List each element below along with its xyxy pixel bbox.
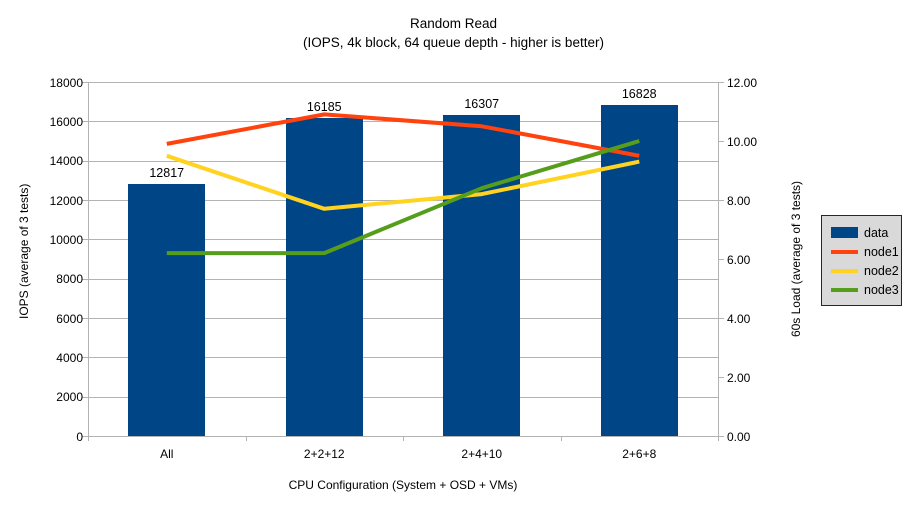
bar-value-label: 16828 [621, 87, 657, 102]
gridline-horizontal [88, 396, 718, 398]
gridline-horizontal [88, 239, 718, 241]
right-axis-tick-label: 10.00 [727, 134, 758, 149]
right-axis-tick-label: 4.00 [727, 311, 751, 326]
gridline-horizontal [88, 82, 718, 83]
x-axis-category-label: 2+4+10 [461, 447, 503, 461]
legend-label: node2 [864, 263, 899, 278]
left-axis-tick [82, 318, 88, 319]
bar-data [285, 117, 363, 436]
x-axis-category-label: 2+2+12 [303, 447, 345, 461]
right-axis-line [718, 82, 719, 436]
legend: data node1 node2 node3 [821, 215, 902, 306]
right-axis-tick-label: 6.00 [727, 252, 751, 267]
x-axis-tick [403, 436, 404, 441]
left-axis-tick [82, 436, 88, 437]
right-axis-tick [718, 141, 724, 142]
x-axis-category-label: 2+6+8 [622, 447, 657, 461]
x-axis-title: CPU Configuration (System + OSD + VMs) [288, 478, 518, 492]
right-axis-tick-label: 8.00 [727, 193, 751, 208]
legend-label: node3 [864, 282, 899, 297]
left-axis-tick [82, 121, 88, 123]
left-axis-tick-label: 2000 [56, 390, 83, 405]
chart-title: Random Read [409, 16, 498, 31]
legend-label: node1 [864, 244, 899, 259]
right-axis-tick [718, 200, 724, 201]
left-axis-tick-label: 6000 [56, 311, 83, 326]
node3-line [166, 139, 640, 256]
left-axis-tick-label: 4000 [56, 350, 83, 365]
right-axis-tick [718, 377, 724, 378]
left-axis-line [88, 82, 89, 436]
right-axis-tick-label: 12.00 [727, 75, 758, 90]
legend-item-node2: node2 [831, 261, 899, 280]
x-axis-tick [718, 436, 719, 441]
node2-line [166, 153, 640, 211]
gridline-horizontal [88, 160, 718, 162]
x-axis-category-label: All [160, 447, 174, 461]
left-axis-tick [82, 357, 88, 359]
gridline-horizontal [88, 357, 718, 359]
bar-data [443, 115, 521, 436]
legend-item-data: data [831, 223, 893, 242]
left-axis-tick [82, 160, 88, 162]
gridline-horizontal [88, 318, 718, 319]
right-axis-tick [718, 259, 724, 260]
bar-data [600, 105, 678, 436]
legend-swatch-data [831, 227, 858, 238]
right-axis-tick [718, 318, 724, 319]
bar-value-label: 12817 [149, 165, 185, 180]
left-axis-tick [82, 278, 88, 280]
legend-swatch-node1 [831, 249, 858, 254]
gridline-horizontal [88, 278, 718, 280]
left-axis-tick [82, 239, 88, 241]
left-axis-tick [82, 200, 88, 201]
x-axis-tick [245, 436, 247, 441]
right-axis-tick [718, 436, 724, 437]
line-layer [166, 112, 640, 256]
left-axis-tick-label: 0 [76, 429, 83, 444]
legend-swatch-node2 [831, 268, 858, 273]
left-axis-tick [82, 82, 88, 83]
left-axis-tick-label: 10000 [49, 232, 83, 247]
right-axis-tick-label: 0.00 [727, 429, 751, 444]
legend-swatch-node3 [831, 287, 858, 292]
right-axis-title: 60s Load (average of 3 tests) [789, 180, 803, 338]
left-axis-tick-label: 18000 [49, 75, 83, 90]
x-axis-tick [560, 436, 562, 441]
x-axis-tick [88, 436, 89, 441]
bar-value-label: 16185 [306, 99, 342, 114]
chart-subtitle: (IOPS, 4k block, 64 queue depth - higher… [303, 35, 604, 50]
left-axis-tick-label: 8000 [56, 272, 83, 287]
left-axis-tick [82, 396, 88, 398]
bar-data [128, 183, 206, 436]
left-axis-tick-label: 14000 [49, 154, 83, 169]
left-axis-title: IOPS (average of 3 tests) [17, 183, 31, 319]
left-axis-tick-label: 16000 [49, 114, 83, 129]
right-axis-tick [718, 82, 724, 83]
left-axis-tick-label: 12000 [49, 193, 83, 208]
right-axis-tick-label: 2.00 [727, 370, 751, 385]
node1-line [166, 112, 640, 158]
legend-item-node1: node1 [831, 242, 899, 261]
legend-item-node3: node3 [831, 280, 899, 299]
legend-label: data [864, 225, 889, 240]
bar-value-label: 16307 [464, 97, 500, 112]
